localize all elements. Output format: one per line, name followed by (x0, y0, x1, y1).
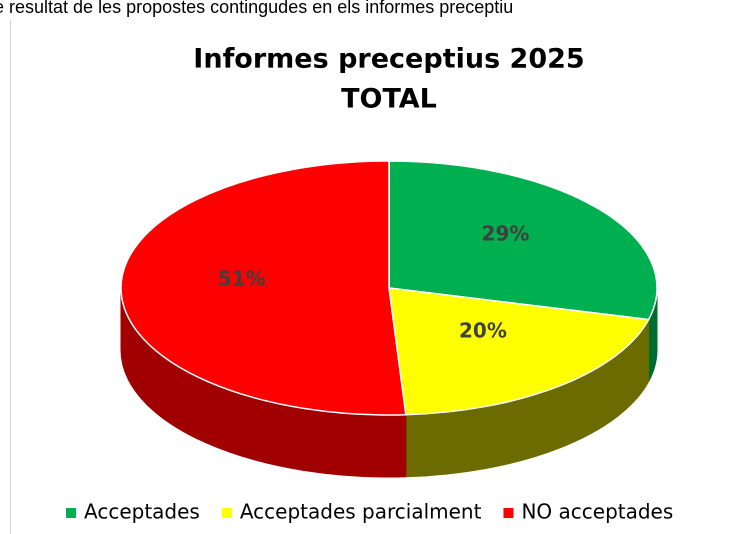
legend-label: Acceptades parcialment (240, 500, 482, 524)
data-label: 51% (218, 267, 266, 291)
chart-title: TOTAL (341, 84, 437, 115)
pie-slice (388, 160, 658, 321)
pie-slice (120, 160, 407, 416)
legend-swatch (221, 508, 232, 518)
pie-slice (388, 287, 650, 416)
legend-label: NO acceptades (521, 500, 673, 524)
data-label: 29% (482, 222, 530, 246)
data-label: 20% (459, 318, 507, 342)
legend-swatch (503, 508, 514, 518)
caption: e resultat de les propostes contingudes … (0, 0, 513, 17)
legend-swatch (66, 508, 76, 518)
legend-label: Acceptades (84, 500, 200, 524)
chart-title: Informes preceptius 2025 (193, 44, 584, 75)
